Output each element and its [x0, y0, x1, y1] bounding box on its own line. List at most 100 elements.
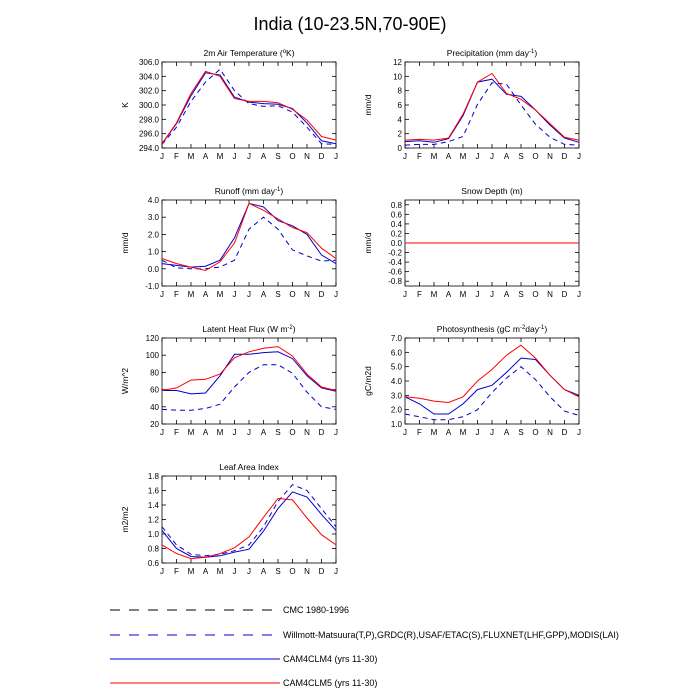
legend-label: CMC 1980-1996	[283, 605, 349, 615]
y-tick-label: 304.0	[139, 72, 160, 81]
x-tick-label: J	[247, 152, 251, 161]
y-axis-label: gC/m2d	[363, 366, 373, 396]
x-tick-label: O	[532, 290, 538, 299]
y-tick-label: 6.0	[391, 348, 403, 357]
y-tick-label: 60	[150, 386, 159, 395]
x-tick-label: M	[431, 290, 438, 299]
x-tick-label: D	[319, 290, 325, 299]
x-tick-label: D	[562, 290, 568, 299]
x-tick-label: J	[160, 567, 164, 576]
x-tick-label: S	[275, 152, 280, 161]
x-tick-label: A	[261, 290, 267, 299]
x-tick-label: N	[547, 428, 553, 437]
y-tick-label: 0.6	[148, 559, 160, 568]
x-tick-label: O	[289, 152, 295, 161]
y-tick-label: 0.4	[391, 220, 403, 229]
legend-item-2: Willmott-Matsuura(T,P),GRDC(R),USAF/ETAC…	[110, 630, 619, 640]
x-tick-label: S	[518, 152, 523, 161]
y-tick-label: 3.0	[148, 213, 160, 222]
x-tick-label: M	[431, 428, 438, 437]
x-tick-label: J	[476, 428, 480, 437]
y-tick-label: 10	[393, 72, 402, 81]
x-tick-label: M	[217, 152, 224, 161]
x-tick-label: N	[547, 152, 553, 161]
legend-item-1: CMC 1980-1996	[110, 605, 349, 615]
x-tick-label: M	[188, 567, 195, 576]
y-tick-label: 20	[150, 420, 159, 429]
y-tick-label: 1.4	[148, 501, 160, 510]
y-tick-label: 12	[393, 58, 402, 67]
series-line-cam4clm5	[404, 72, 580, 141]
x-tick-label: J	[490, 290, 494, 299]
series-line-modis	[161, 484, 337, 557]
y-tick-label: 0.0	[391, 239, 403, 248]
series-line-willmott-matsuura	[404, 82, 580, 146]
x-tick-label: N	[547, 290, 553, 299]
x-tick-label: D	[562, 152, 568, 161]
y-tick-label: 0.8	[391, 201, 403, 210]
panel-5: Latent Heat Flux (W m-2) 20 40 60 80 100 120 J F…	[120, 324, 338, 437]
panels: 2m Air Temperature (oK) 294.0 296.0 298.0 30…	[120, 48, 581, 576]
series-line-cam4clm4	[161, 72, 337, 145]
series-line-cam4clm5	[161, 346, 337, 391]
y-tick-label: 7.0	[391, 334, 403, 343]
y-tick-label: 100	[146, 351, 160, 360]
y-tick-label: 40	[150, 403, 159, 412]
y-tick-label: 302.0	[139, 87, 160, 96]
y-axis-label: K	[120, 102, 130, 108]
series-line-cam4clm5	[161, 70, 337, 144]
x-tick-label: M	[188, 290, 195, 299]
x-tick-label: J	[403, 428, 407, 437]
x-tick-label: A	[261, 567, 267, 576]
x-tick-label: M	[460, 152, 467, 161]
x-tick-label: A	[203, 152, 209, 161]
y-tick-label: 1.0	[391, 420, 403, 429]
x-tick-label: F	[417, 290, 422, 299]
series-line-cam4clm5	[161, 497, 337, 560]
y-tick-label: 300.0	[139, 101, 160, 110]
x-tick-label: M	[460, 290, 467, 299]
y-tick-label: 1.6	[148, 487, 160, 496]
x-tick-label: J	[476, 290, 480, 299]
y-tick-label: 306.0	[139, 58, 160, 67]
y-axis-label: W/m^2	[120, 368, 130, 394]
x-tick-label: J	[577, 428, 581, 437]
x-tick-label: S	[275, 428, 280, 437]
x-tick-label: J	[334, 290, 338, 299]
x-tick-label: A	[261, 152, 267, 161]
series-line-willmott-matsuura	[161, 68, 337, 145]
panel-title: Latent Heat Flux (W m-2)	[202, 324, 295, 334]
series-line-cam4clm4	[161, 491, 337, 558]
x-tick-label: A	[446, 290, 452, 299]
x-tick-label: S	[275, 290, 280, 299]
legend-label: Willmott-Matsuura(T,P),GRDC(R),USAF/ETAC…	[283, 630, 619, 640]
panel-frame	[404, 337, 580, 425]
panel-3: Runoff (mm day-1)-1.00.01.02.03.04.0J F M A…	[120, 186, 338, 299]
x-tick-label: M	[188, 152, 195, 161]
panel-title: Photosynthesis (gC m-2day-1)	[437, 324, 548, 334]
panel-frame	[161, 337, 337, 425]
panel-frame	[161, 199, 337, 287]
y-tick-label: 4.0	[391, 377, 403, 386]
x-tick-label: J	[233, 428, 237, 437]
panel-6: Photosynthesis (gC m-2day-1) 1.0 2.0 3.0 4.0…	[363, 324, 581, 437]
y-axis-label: mm/d	[363, 232, 373, 254]
y-tick-label: 8	[398, 87, 403, 96]
panel-title: Precipitation (mm day-1)	[447, 48, 538, 58]
figure-title: India (10-23.5N,70-90E)	[253, 14, 446, 34]
x-tick-label: J	[247, 290, 251, 299]
panel-title: 2m Air Temperature (oK)	[203, 48, 294, 58]
x-tick-label: A	[203, 567, 209, 576]
x-tick-label: O	[289, 290, 295, 299]
x-tick-label: M	[217, 567, 224, 576]
x-tick-label: D	[562, 428, 568, 437]
series-line-cam4clm4	[162, 351, 337, 395]
y-tick-label: 2	[398, 130, 403, 139]
x-tick-label: N	[304, 428, 310, 437]
y-tick-label: 4	[398, 115, 403, 124]
y-tick-label: 0.6	[391, 210, 403, 219]
legend: CMC 1980-1996 Willmott-Matsuura(T,P),GRDC…	[110, 605, 619, 688]
